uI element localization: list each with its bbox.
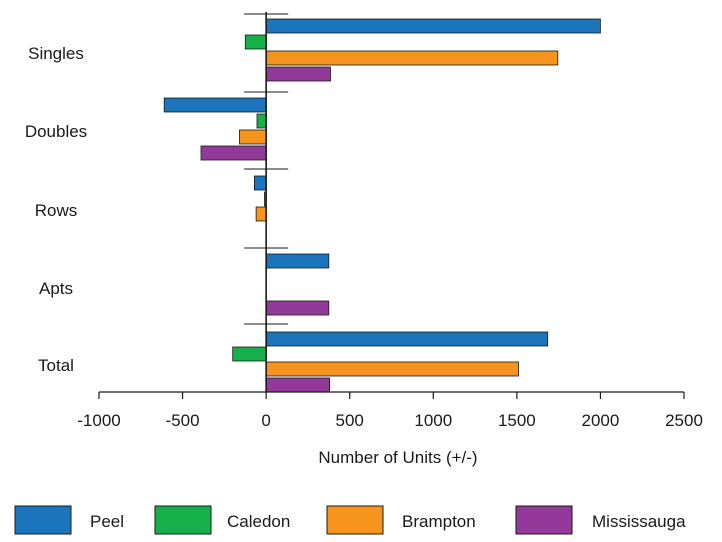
bar-doubles-mississauga xyxy=(200,145,267,161)
category-label-singles: Singles xyxy=(28,44,84,63)
bar-total-brampton xyxy=(265,361,519,377)
bar-singles-mississauga xyxy=(265,66,331,82)
legend-label-peel: Peel xyxy=(90,512,124,531)
bar-doubles-peel xyxy=(163,97,267,113)
legend-label-caledon: Caledon xyxy=(227,512,290,531)
legend: Peel Caledon Brampton Mississauga xyxy=(14,505,686,535)
bar-apts-mississauga xyxy=(265,300,330,316)
bar-total-caledon xyxy=(232,346,267,362)
category-label-rows: Rows xyxy=(35,201,78,220)
bar-total-mississauga xyxy=(265,377,331,393)
bar-total-peel xyxy=(265,331,549,347)
legend-swatch-mississauga xyxy=(515,505,573,535)
x-axis-title: Number of Units (+/-) xyxy=(318,448,477,467)
category-label-total: Total xyxy=(38,356,74,375)
bar-singles-peel xyxy=(265,18,601,34)
x-tick-label-1000: 1000 xyxy=(414,411,452,430)
x-tick-label-2000: 2000 xyxy=(582,411,620,430)
category-label-doubles: Doubles xyxy=(25,122,87,141)
axis-layer: Singles Doubles Rows Apts Total -1000 -500 0 500… xyxy=(25,12,703,430)
x-tick-label-1500: 1500 xyxy=(498,411,536,430)
bar-doubles-brampton xyxy=(238,129,267,145)
bar-singles-caledon xyxy=(244,34,267,50)
legend-label-mississauga: Mississauga xyxy=(592,512,686,531)
x-tick-label-500: -500 xyxy=(166,411,200,430)
bar-rows-peel xyxy=(253,175,267,191)
x-tick-label-1000: -1000 xyxy=(77,411,120,430)
x-tick-label-0: 0 xyxy=(261,411,270,430)
bars-layer xyxy=(163,18,601,393)
bar-doubles-caledon xyxy=(256,113,267,129)
bar-apts-peel xyxy=(265,253,330,269)
legend-swatch-caledon xyxy=(154,505,212,535)
bar-rows-brampton xyxy=(255,206,267,222)
x-tick-label-500: 500 xyxy=(336,411,364,430)
x-tick-label-2500: 2500 xyxy=(665,411,703,430)
bar-singles-brampton xyxy=(265,50,559,66)
legend-swatch-brampton xyxy=(326,505,384,535)
legend-label-brampton: Brampton xyxy=(402,512,476,531)
legend-swatch-peel xyxy=(14,505,72,535)
category-label-apts: Apts xyxy=(39,279,73,298)
